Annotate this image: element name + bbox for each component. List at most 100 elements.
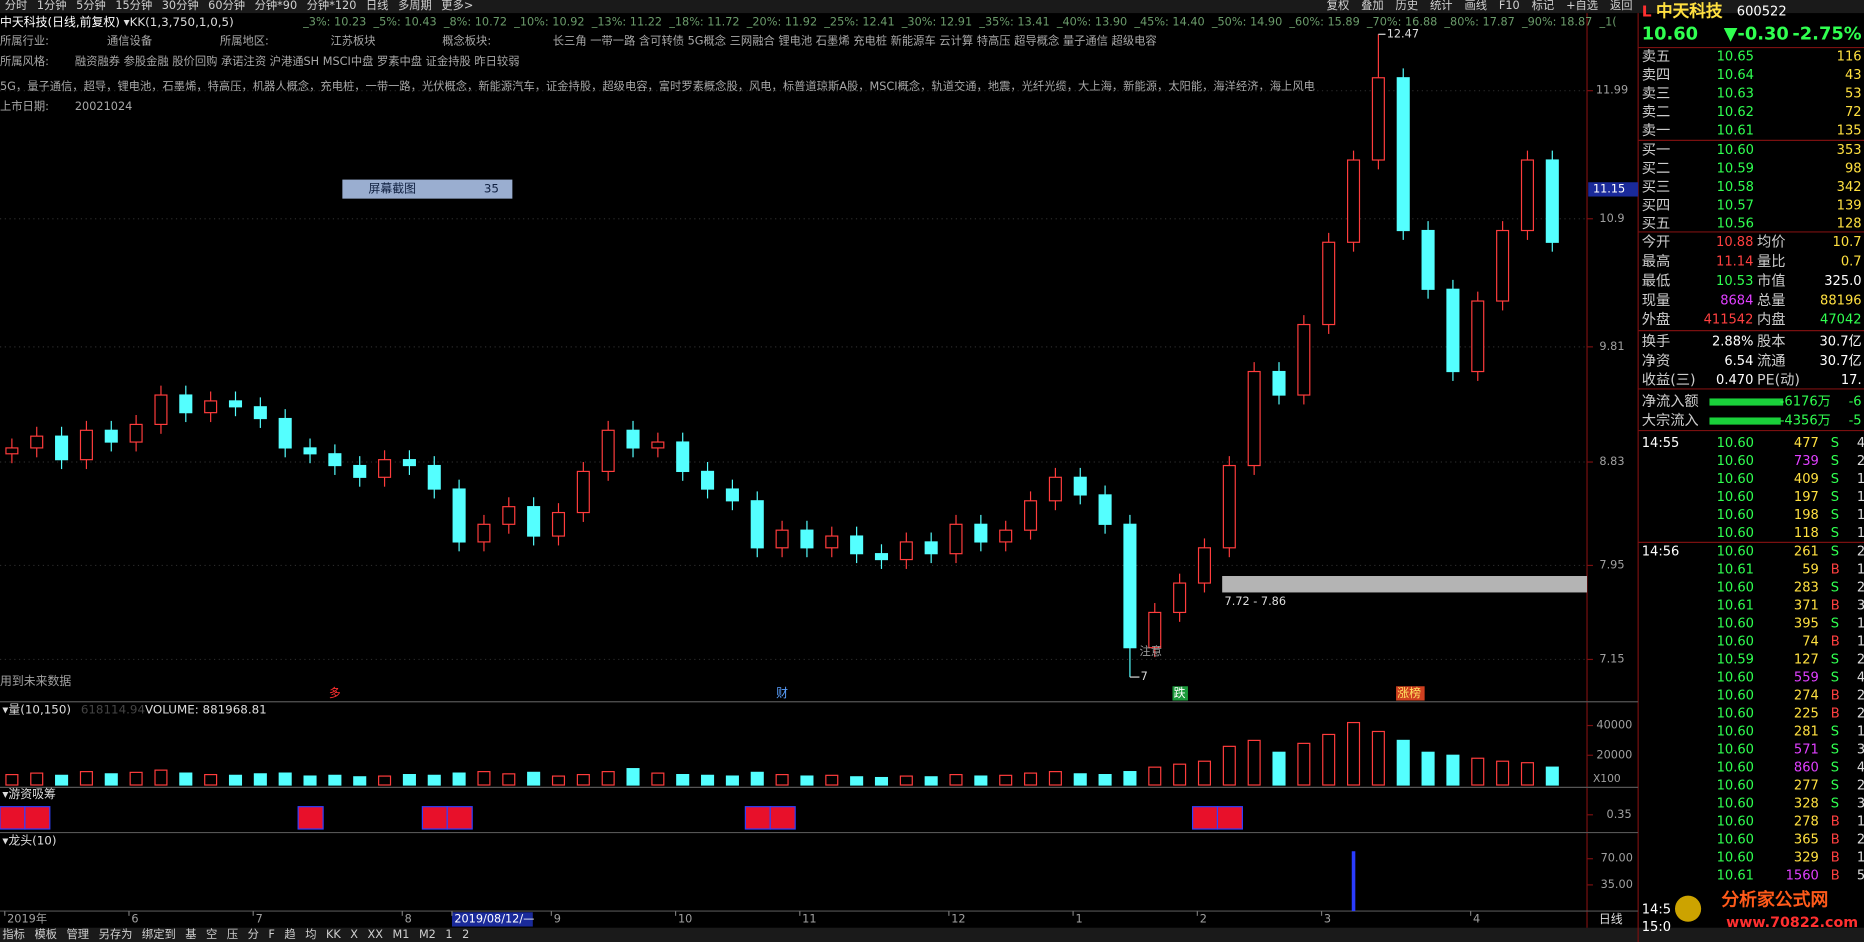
tick-count: 3 xyxy=(1857,598,1864,613)
candle-body xyxy=(204,400,218,414)
bottom-tab[interactable]: 趋 xyxy=(284,928,295,941)
tick-price: 10.60 xyxy=(1717,760,1754,775)
bottom-tab[interactable]: XX xyxy=(368,928,384,941)
candle-body xyxy=(55,435,69,461)
period-tab[interactable]: 5分钟 xyxy=(76,0,106,12)
action-button[interactable]: 复权 xyxy=(1327,0,1350,12)
book-price: 10.65 xyxy=(1717,50,1754,65)
bottom-tab[interactable]: 均 xyxy=(305,928,316,941)
bottom-tab[interactable]: 2 xyxy=(462,928,469,941)
volume-bar xyxy=(775,773,789,786)
volume-bar xyxy=(1396,739,1410,786)
volume-bar xyxy=(1520,762,1534,786)
action-button[interactable]: 历史 xyxy=(1396,0,1419,12)
bottom-tab[interactable]: 空 xyxy=(206,927,217,941)
tick-side: S xyxy=(1831,544,1839,559)
candle-body xyxy=(79,429,93,461)
period-tab[interactable]: 分时 xyxy=(5,0,28,12)
bottom-tab[interactable]: 基 xyxy=(185,928,196,941)
event-marker: 财 xyxy=(776,686,788,700)
volume-bar xyxy=(924,776,938,786)
book-price: 10.63 xyxy=(1717,86,1754,101)
period-tab[interactable]: 分钟*120 xyxy=(307,0,357,12)
tick-price: 10.60 xyxy=(1717,815,1754,830)
marker-bg xyxy=(1172,686,1188,701)
candle-body xyxy=(1371,77,1385,161)
tick-side: S xyxy=(1831,472,1839,487)
stat-value: 10.7 xyxy=(1833,235,1862,250)
volume-bar xyxy=(576,773,590,786)
period-tab[interactable]: 日线 xyxy=(366,0,389,12)
action-button[interactable]: F10 xyxy=(1499,0,1520,12)
level-label: _60%: 15.89 xyxy=(1288,16,1359,29)
volume-bar xyxy=(1347,721,1361,786)
volume-bar xyxy=(1371,730,1385,786)
volume-bar xyxy=(79,771,93,786)
bottom-tab[interactable]: 分 xyxy=(248,928,259,941)
tick-count: 2 xyxy=(1857,652,1864,667)
bottom-tab[interactable]: 模板 xyxy=(34,927,57,941)
tick-volume: 261 xyxy=(1794,544,1819,559)
action-button[interactable]: 返回 xyxy=(1610,0,1633,12)
stat-label: 今开 xyxy=(1642,234,1671,251)
bottom-tab[interactable]: 压 xyxy=(227,928,238,941)
tick-volume: 559 xyxy=(1794,670,1819,685)
x-tick-label: 3 xyxy=(1324,912,1331,925)
tick-side: S xyxy=(1831,454,1839,469)
tick-price: 10.60 xyxy=(1717,706,1754,721)
tick-price: 10.60 xyxy=(1717,526,1754,541)
period-tab[interactable]: 1分钟 xyxy=(37,0,67,12)
period-tab[interactable]: 60分钟 xyxy=(208,0,245,12)
tick-price: 10.60 xyxy=(1717,742,1754,757)
bottom-tab[interactable]: M2 xyxy=(419,928,436,941)
volume-bar xyxy=(1496,760,1510,786)
book-volume: 72 xyxy=(1845,105,1862,120)
period-tab[interactable]: 分钟*90 xyxy=(255,0,298,12)
stat-value: 88196 xyxy=(1820,293,1862,308)
top-toolbar xyxy=(0,0,1864,14)
level-label: _90%: 18.87 xyxy=(1521,16,1592,29)
period-tab[interactable]: 15分钟 xyxy=(115,0,152,12)
bottom-tab[interactable]: 绑定到 xyxy=(142,927,176,941)
pane-title: ▾龙头(10) xyxy=(2,833,56,847)
candle-body xyxy=(353,464,367,478)
volume-bar xyxy=(949,773,963,786)
x-tick-label: 4 xyxy=(1473,912,1480,925)
bottom-tab[interactable]: 管理 xyxy=(67,927,90,941)
screenshot-box[interactable] xyxy=(342,179,513,199)
bottom-tab[interactable]: 指标 xyxy=(2,927,25,941)
bottom-tab[interactable]: 另存为 xyxy=(99,927,133,941)
action-button[interactable]: +自选 xyxy=(1566,0,1598,12)
x-tick-label: 10 xyxy=(678,912,692,925)
quote-code: 600522 xyxy=(1737,4,1787,19)
period-tab[interactable]: 30分钟 xyxy=(162,0,199,12)
flow-bar xyxy=(1709,417,1781,425)
tick-count: 1 xyxy=(1857,724,1864,739)
action-button[interactable]: 标记 xyxy=(1532,0,1555,12)
action-button[interactable]: 叠加 xyxy=(1361,0,1384,12)
tick-price: 10.60 xyxy=(1717,797,1754,812)
y-tick-label: 7.15 xyxy=(1599,652,1624,665)
accumulation-bar xyxy=(1191,806,1219,830)
stat-value: 47042 xyxy=(1820,313,1862,328)
candle-body xyxy=(1496,229,1510,302)
bottom-tab[interactable]: F xyxy=(268,928,274,941)
info-value: 20021024 xyxy=(75,100,132,113)
bottom-tab[interactable]: 1 xyxy=(445,928,452,941)
tick-side: S xyxy=(1831,652,1839,667)
book-side: 卖五 xyxy=(1642,48,1671,65)
volume-bar xyxy=(154,769,168,786)
action-button[interactable]: 画线 xyxy=(1464,0,1487,12)
action-button[interactable]: 统计 xyxy=(1430,0,1453,12)
period-tab[interactable]: 更多> xyxy=(441,0,473,12)
candle-body xyxy=(1322,241,1336,326)
candle-body xyxy=(1272,370,1286,396)
logo-icon xyxy=(1674,895,1702,922)
bottom-tab[interactable]: M1 xyxy=(393,928,410,941)
candle-body xyxy=(154,394,168,426)
period-tab[interactable]: 多周期 xyxy=(398,0,432,12)
bottom-tab[interactable]: X xyxy=(350,928,358,941)
book-volume: 98 xyxy=(1845,161,1862,176)
y-tick-label: 20000 xyxy=(1596,748,1632,761)
bottom-tab[interactable]: KK xyxy=(326,928,341,941)
